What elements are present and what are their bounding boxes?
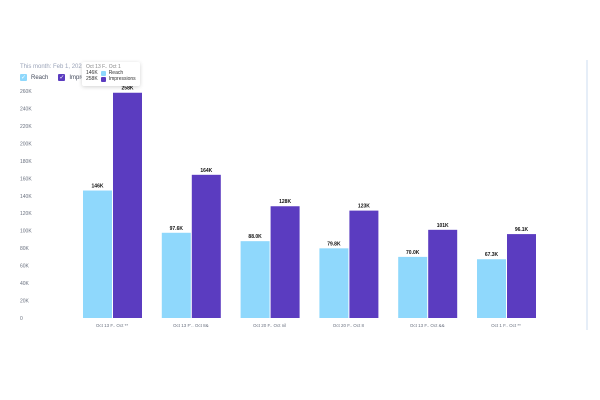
data-label: 67.3K [485, 252, 499, 258]
data-label: 70.0K [406, 250, 420, 256]
x-tick-label: Oct 20 F.. Oct 8 [333, 323, 365, 328]
y-tick-label: 80K [20, 246, 30, 252]
bar-reach [319, 248, 349, 318]
tooltip-label-reach: Reach [108, 70, 124, 76]
y-tick-label: 20K [20, 299, 30, 305]
bar-reach [240, 241, 270, 318]
x-tick-label: Oct 13 F.. Oct && [410, 323, 445, 328]
tooltip-swatch-impressions [100, 76, 106, 82]
y-tick-label: 220K [20, 124, 32, 130]
y-tick-label: 40K [20, 281, 30, 287]
y-tick-label: 180K [20, 159, 32, 165]
x-tick-label: Oct 1 F.. Oct ** [491, 323, 521, 328]
data-label: 101K [437, 223, 449, 229]
data-label: 258K [122, 86, 134, 92]
tooltip-row-impressions: 258K Impressions [86, 76, 136, 82]
bar-reach [477, 259, 506, 318]
scroll-edge [586, 60, 588, 330]
tooltip-swatch-reach [100, 70, 106, 76]
data-label: 79.8K [327, 241, 341, 247]
x-tick-label: Oct 13 F'.. Oct 8& [173, 323, 209, 328]
checkbox-icon[interactable]: ✓ [20, 74, 27, 81]
bar-impressions [191, 174, 221, 318]
tooltip-label-impressions: Impressions [108, 76, 136, 82]
chart-tooltip: Oct 13 F.. Oct 1 146K Reach 258K Impress… [82, 62, 140, 86]
x-tick-label: Oct 13 F.. Oct ** [96, 323, 129, 328]
data-label: 97.6K [170, 226, 184, 232]
y-tick-label: 120K [20, 211, 32, 217]
y-tick-label: 160K [20, 176, 32, 182]
legend-label-reach: Reach [31, 74, 49, 81]
bar-reach [398, 256, 428, 318]
tooltip-row-reach: 146K Reach [86, 70, 136, 76]
y-tick-label: 0 [20, 316, 23, 322]
data-label: 146K [92, 184, 104, 190]
chart-subtitle: This month: Feb 1, 2026 – F [20, 64, 96, 70]
tooltip-title: Oct 13 F.. Oct 1 [86, 64, 121, 70]
data-label: 123K [358, 204, 370, 210]
tooltip-value-impressions: 258K [86, 76, 98, 82]
y-tick-label: 260K [20, 89, 32, 95]
bar-impressions [428, 229, 458, 318]
bar-reach [161, 232, 191, 318]
y-tick-label: 200K [20, 141, 32, 147]
y-tick-label: 240K [20, 106, 32, 112]
bar-impressions [270, 206, 300, 318]
data-label: 128K [279, 199, 291, 205]
bar-impressions [507, 234, 536, 318]
y-tick-label: 140K [20, 194, 32, 200]
data-label: 88.0K [248, 234, 262, 240]
x-tick-label: Oct 20 F.. Oct nil [253, 323, 286, 328]
tooltip-value-reach: 146K [86, 70, 98, 76]
data-label: 96.1K [515, 227, 529, 233]
y-tick-label: 100K [20, 229, 32, 235]
bar-reach [83, 190, 112, 318]
bar-impressions [113, 92, 142, 318]
data-label: 164K [200, 168, 212, 174]
bar-impressions [349, 210, 379, 318]
y-tick-label: 60K [20, 264, 30, 270]
checkbox-icon[interactable]: ✓ [58, 74, 66, 81]
legend-item-reach[interactable]: ✓ Reach [20, 74, 48, 81]
